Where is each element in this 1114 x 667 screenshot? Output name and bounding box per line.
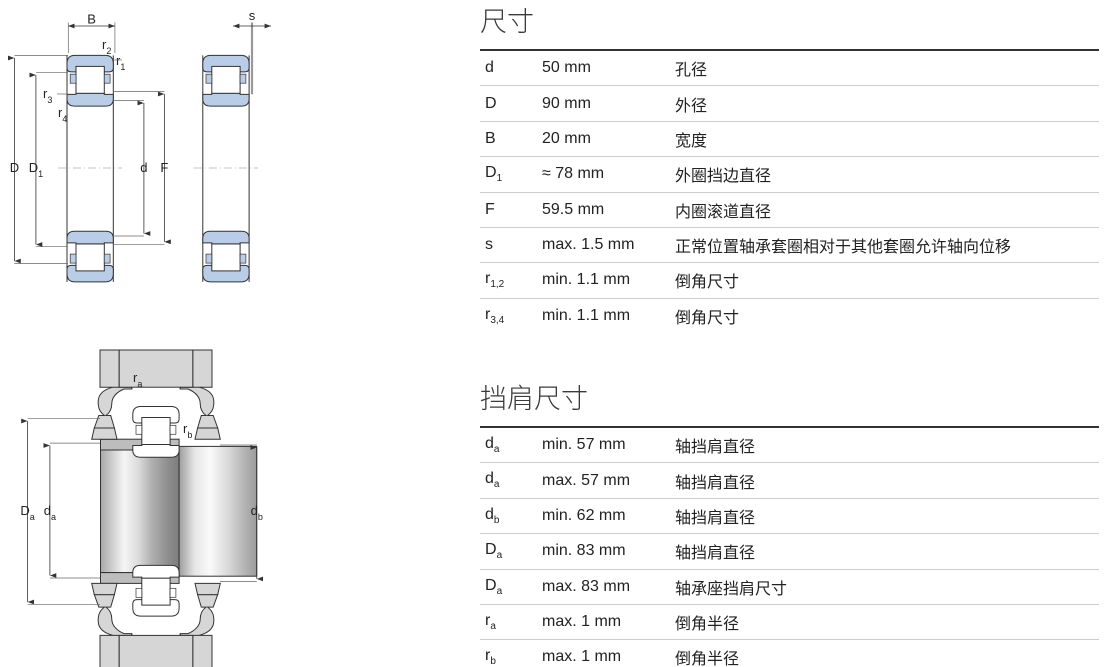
svg-text:D: D <box>10 160 19 175</box>
svg-text:rb: rb <box>183 421 192 440</box>
svg-text:s: s <box>249 8 256 23</box>
svg-text:r3: r3 <box>43 86 52 105</box>
svg-text:r1: r1 <box>116 53 125 72</box>
svg-text:r4: r4 <box>58 105 67 124</box>
svg-text:B: B <box>87 12 96 27</box>
svg-text:F: F <box>160 160 168 175</box>
svg-text:r2: r2 <box>102 37 111 56</box>
svg-text:d: d <box>140 160 147 175</box>
